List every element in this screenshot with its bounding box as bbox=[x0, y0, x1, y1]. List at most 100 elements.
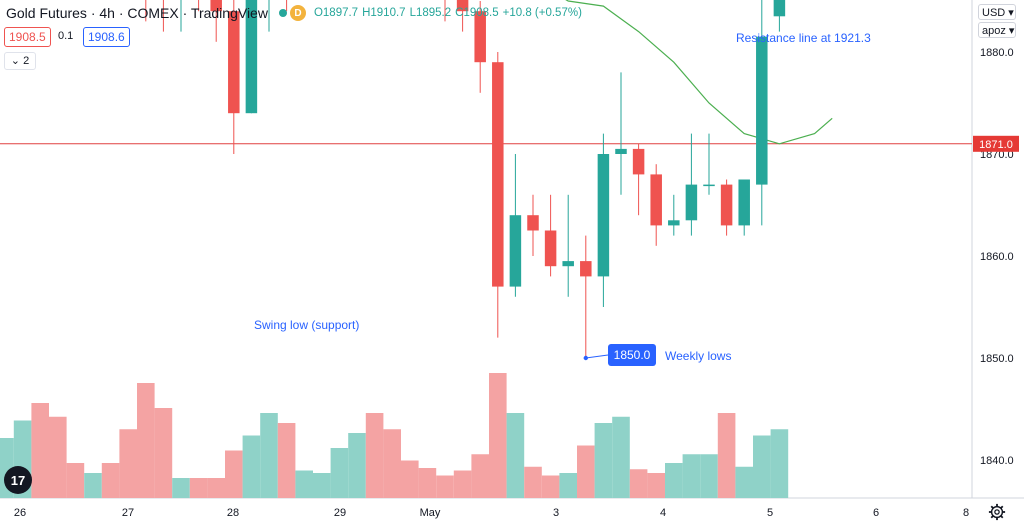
x-tick-label: 26 bbox=[14, 507, 26, 519]
candle-body[interactable] bbox=[210, 0, 222, 12]
candle-body[interactable] bbox=[562, 261, 574, 267]
volume-bar bbox=[225, 450, 243, 498]
volume-bar bbox=[612, 416, 630, 498]
volume-bar bbox=[489, 373, 507, 498]
delayed-badge[interactable]: D bbox=[289, 5, 306, 21]
volume-bar bbox=[471, 454, 489, 498]
spread-value: 0.1 bbox=[54, 27, 78, 45]
volume-bar bbox=[66, 463, 85, 498]
volume-bar bbox=[436, 475, 454, 498]
volume-bar bbox=[49, 416, 67, 498]
weekly-low-connector bbox=[585, 354, 609, 359]
volume-bar bbox=[31, 403, 49, 498]
change-value: +10.8 (+0.57%) bbox=[502, 7, 582, 19]
x-tick-label: 8 bbox=[963, 507, 969, 519]
volume-bar bbox=[119, 429, 137, 498]
candle-body[interactable] bbox=[527, 215, 539, 231]
currency-label: USD bbox=[982, 7, 1006, 19]
y-tick-label: 1840.0 bbox=[980, 455, 1014, 467]
gear-icon[interactable] bbox=[988, 503, 1006, 521]
green-moving-average-line[interactable] bbox=[75, 0, 833, 145]
volume-bar bbox=[330, 448, 349, 498]
legend-toggle[interactable]: ⌄ 2 bbox=[4, 52, 36, 70]
volume-bar bbox=[365, 413, 384, 498]
volume-bar bbox=[207, 478, 225, 498]
candle-body[interactable] bbox=[544, 230, 557, 267]
x-tick-label: 28 bbox=[227, 507, 239, 519]
high-value: H1910.7 bbox=[362, 7, 406, 19]
price-axis-panel[interactable] bbox=[972, 0, 1024, 528]
x-tick-label: May bbox=[420, 507, 441, 519]
volume-bar bbox=[629, 469, 648, 498]
volume-bar bbox=[189, 478, 208, 498]
volume-bar bbox=[313, 473, 331, 498]
volume-bar bbox=[506, 413, 525, 498]
volume-bar bbox=[101, 463, 120, 498]
y-tick-label: 1870.0 bbox=[980, 149, 1014, 161]
candle-body[interactable] bbox=[492, 62, 504, 287]
candle-body[interactable] bbox=[228, 11, 240, 114]
candle-body[interactable] bbox=[474, 11, 486, 63]
currency-select[interactable]: USD ▾ bbox=[978, 4, 1016, 20]
volume-bar bbox=[682, 454, 701, 498]
candle-body[interactable] bbox=[615, 148, 627, 154]
candle-body[interactable] bbox=[720, 184, 733, 226]
volume-bar bbox=[524, 466, 542, 498]
ask-price-box[interactable]: 1908.6 bbox=[83, 27, 130, 47]
low-value: L1895.2 bbox=[409, 7, 452, 19]
volume-bar bbox=[401, 460, 419, 498]
x-tick-label: 27 bbox=[122, 507, 134, 519]
y-tick-label: 1850.0 bbox=[980, 353, 1014, 365]
volume-bar bbox=[717, 413, 736, 498]
volume-bar bbox=[594, 423, 613, 498]
y-tick-label: 1880.0 bbox=[980, 47, 1014, 59]
volume-bar bbox=[295, 470, 313, 498]
candle-body[interactable] bbox=[456, 0, 469, 12]
x-tick-label: 29 bbox=[334, 507, 346, 519]
candle-body[interactable] bbox=[632, 148, 645, 175]
candle-body[interactable] bbox=[668, 220, 680, 226]
volume-bar bbox=[383, 429, 401, 498]
volume-bar bbox=[154, 408, 173, 498]
volume-bar bbox=[260, 413, 278, 498]
volume-bar bbox=[541, 475, 560, 498]
volume-bar bbox=[559, 473, 577, 498]
market-status-icon bbox=[278, 9, 287, 17]
volume-bar bbox=[418, 468, 437, 498]
volume-bar bbox=[348, 433, 366, 498]
support-price-tag-label: 1871.0 bbox=[979, 139, 1013, 151]
support-price-tag-box[interactable] bbox=[973, 135, 1019, 152]
volume-bar bbox=[172, 478, 190, 498]
scale-mode-select[interactable]: apoz ▾ bbox=[978, 22, 1016, 38]
candle-body[interactable] bbox=[580, 261, 592, 277]
volume-bar bbox=[84, 473, 102, 498]
legend-count: 2 bbox=[23, 55, 30, 67]
candle-body[interactable] bbox=[773, 0, 786, 17]
volume-bar bbox=[753, 435, 771, 498]
volume-bar bbox=[770, 429, 789, 498]
candle-body[interactable] bbox=[509, 215, 522, 287]
volume-bar bbox=[137, 383, 155, 498]
tradingview-logo-icon[interactable]: 17 bbox=[4, 466, 32, 494]
bid-price-box[interactable]: 1908.5 bbox=[4, 27, 51, 47]
volume-bar bbox=[647, 473, 665, 498]
y-tick-label: 1860.0 bbox=[980, 251, 1014, 263]
volume-bar bbox=[700, 454, 718, 498]
candle-body[interactable] bbox=[597, 154, 610, 277]
weekly-low-callout-box[interactable] bbox=[608, 344, 656, 366]
candle-body[interactable] bbox=[756, 36, 768, 185]
volume-bar bbox=[577, 445, 595, 498]
candle-body[interactable] bbox=[685, 184, 698, 221]
candle-body[interactable] bbox=[703, 184, 715, 187]
candle-body[interactable] bbox=[738, 179, 750, 226]
x-tick-label: 3 bbox=[553, 507, 559, 519]
symbol-title[interactable]: Gold Futures · 4h · COMEX · TradingView bbox=[6, 5, 268, 21]
candle-body[interactable] bbox=[650, 174, 662, 226]
candle-body[interactable] bbox=[245, 0, 258, 114]
volume-bar bbox=[735, 466, 753, 498]
x-tick-label: 5 bbox=[767, 507, 773, 519]
scale-mode-label: apoz bbox=[982, 25, 1006, 37]
weekly-low-callout-note: Weekly lows bbox=[665, 349, 731, 363]
volume-bar bbox=[453, 470, 472, 498]
